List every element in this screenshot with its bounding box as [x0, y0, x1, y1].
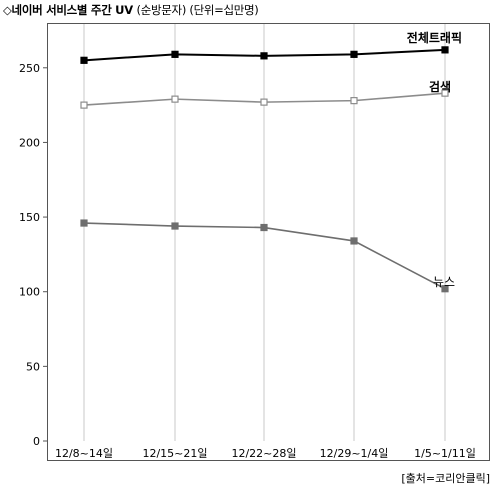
y-tick-label: 150 [19, 211, 40, 224]
series-label: 전체트래픽 [407, 30, 462, 45]
data-point [80, 56, 88, 64]
y-tick-label: 250 [19, 62, 40, 75]
data-point [441, 89, 449, 97]
y-tick-label: 50 [26, 360, 40, 373]
y-tick-label: 100 [19, 286, 40, 299]
y-tick-label: 0 [33, 435, 40, 448]
data-point [80, 101, 88, 109]
chart-title-main: ◇네이버 서비스별 주간 UV [3, 3, 133, 17]
x-tick-label: 12/29~1/4일 [320, 446, 389, 460]
data-point [260, 52, 268, 60]
y-tick-label: 200 [19, 136, 40, 149]
x-tick-label: 12/22~28일 [231, 446, 296, 460]
x-tick-label: 12/15~21일 [142, 446, 207, 460]
data-point [80, 219, 88, 227]
series-label: 검색 [429, 79, 451, 94]
data-point [441, 285, 449, 293]
data-point [441, 46, 449, 54]
x-tick-label: 12/8~14일 [55, 446, 113, 460]
source-note: [출처=코리안클릭] [401, 472, 490, 485]
data-point [350, 50, 358, 58]
data-point [260, 98, 268, 106]
data-point [171, 95, 179, 103]
x-tick-label: 1/5~1/11일 [414, 446, 476, 460]
chart-title-unit: (순방문자) (단위=십만명) [136, 3, 259, 17]
data-point [171, 50, 179, 58]
data-point [350, 97, 358, 105]
series-label: 뉴스 [433, 275, 455, 289]
data-point [171, 222, 179, 230]
chart-title: ◇네이버 서비스별 주간 UV (순방문자) (단위=십만명) [3, 2, 259, 18]
data-point [260, 223, 268, 232]
plot-frame [47, 23, 490, 461]
data-point [350, 237, 358, 245]
